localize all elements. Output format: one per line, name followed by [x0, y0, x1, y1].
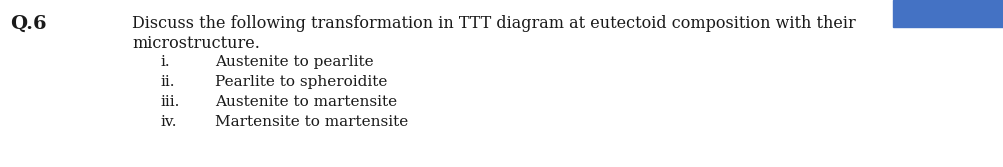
Text: i.: i.: [159, 55, 170, 69]
Text: Martensite to martensite: Martensite to martensite: [215, 115, 408, 129]
Text: ii.: ii.: [159, 75, 175, 89]
Text: microstructure.: microstructure.: [131, 35, 260, 52]
Text: Q.6: Q.6: [10, 15, 46, 33]
Bar: [892, 0, 1003, 27]
Text: Austenite to martensite: Austenite to martensite: [215, 95, 397, 109]
Text: Pearlite to spheroidite: Pearlite to spheroidite: [215, 75, 387, 89]
Text: iii.: iii.: [159, 95, 180, 109]
Text: Austenite to pearlite: Austenite to pearlite: [215, 55, 373, 69]
Text: iv.: iv.: [159, 115, 177, 129]
Text: Discuss the following transformation in TTT diagram at eutectoid composition wit: Discuss the following transformation in …: [131, 15, 855, 32]
